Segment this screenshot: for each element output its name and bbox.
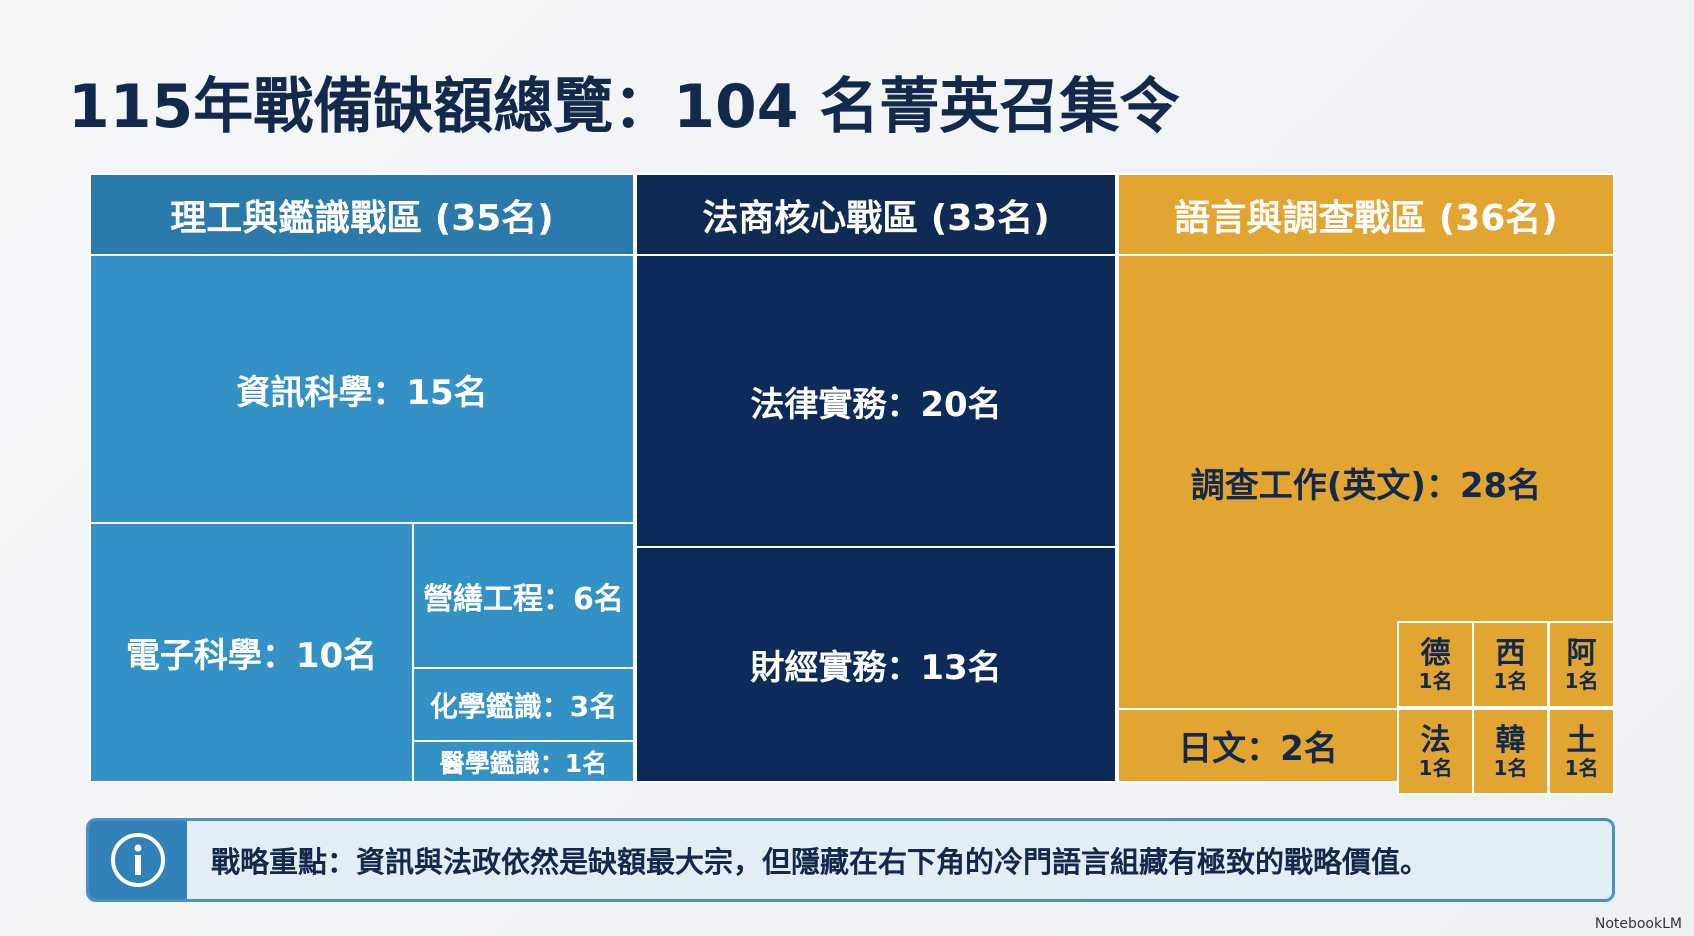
info-symbol bbox=[111, 833, 165, 887]
info-icon bbox=[89, 821, 187, 899]
footer: NotebookLM bbox=[1594, 916, 1682, 932]
zone-cell: 電子科學：10名 bbox=[89, 522, 414, 783]
zone-cell: 化學鑑識：3名 bbox=[412, 667, 635, 742]
title: 115年戰備缺額總覽：104 名菁英召集令 bbox=[68, 72, 1180, 142]
language-count: 1名 bbox=[1418, 756, 1453, 780]
language-cell: 土 1名 bbox=[1548, 708, 1615, 795]
language-name: 德 bbox=[1420, 636, 1451, 671]
language-count: 1名 bbox=[1493, 756, 1528, 780]
zone-header: 理工與鑑識戰區 (35名) bbox=[89, 173, 635, 256]
note-box: 戰略重點：資訊與法政依然是缺額最大宗，但隱藏在右下角的冷門語言組藏有極致的戰略價… bbox=[86, 818, 1615, 902]
language-count: 1名 bbox=[1418, 669, 1453, 693]
zone-cell: 營繕工程：6名 bbox=[412, 522, 635, 669]
language-cell: 德 1名 bbox=[1397, 621, 1474, 708]
note-text: 戰略重點：資訊與法政依然是缺額最大宗，但隱藏在右下角的冷門語言組藏有極致的戰略價… bbox=[211, 845, 1430, 879]
language-count: 1名 bbox=[1493, 669, 1528, 693]
language-cell: 韓 1名 bbox=[1472, 708, 1549, 795]
language-cell: 法 1名 bbox=[1397, 708, 1474, 795]
zone-cell: 醫學鑑識：1名 bbox=[412, 740, 635, 783]
zone-cell: 法律實務：20名 bbox=[635, 254, 1117, 548]
language-name: 土 bbox=[1566, 723, 1597, 758]
zone-header: 語言與調查戰區 (36名) bbox=[1117, 173, 1615, 256]
language-count: 1名 bbox=[1564, 669, 1599, 693]
language-name: 阿 bbox=[1566, 636, 1597, 671]
language-name: 西 bbox=[1495, 636, 1526, 671]
language-cell: 阿 1名 bbox=[1548, 621, 1615, 708]
zone-header: 法商核心戰區 (33名) bbox=[635, 173, 1117, 256]
zone-cell: 資訊科學：15名 bbox=[89, 254, 635, 524]
language-name: 韓 bbox=[1495, 723, 1526, 758]
zone-cell: 日文：2名 bbox=[1117, 708, 1399, 783]
language-name: 法 bbox=[1420, 723, 1451, 758]
zone-cell: 財經實務：13名 bbox=[635, 546, 1117, 783]
language-count: 1名 bbox=[1564, 756, 1599, 780]
language-cell: 西 1名 bbox=[1472, 621, 1549, 708]
